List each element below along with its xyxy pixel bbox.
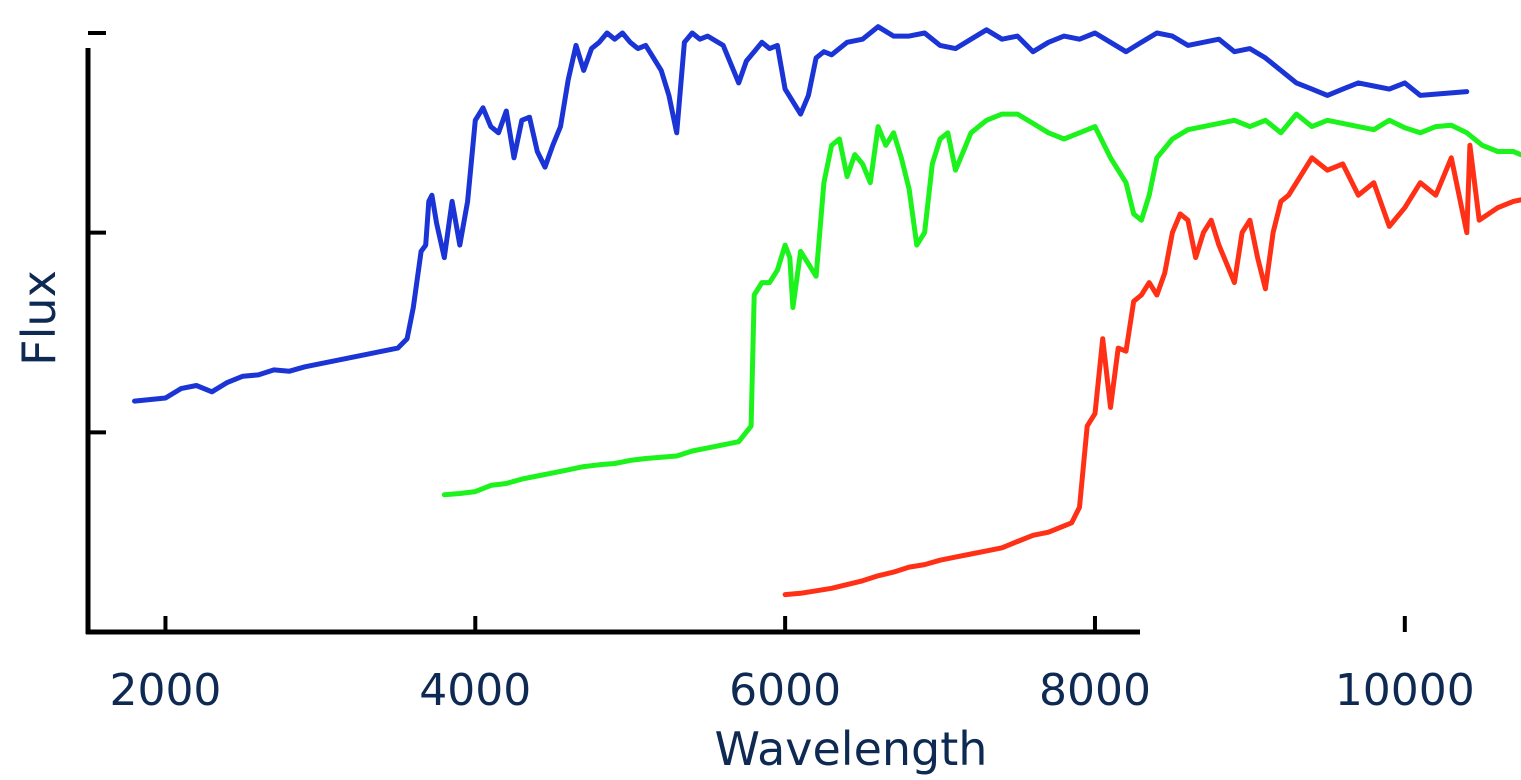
y-axis-title: Flux xyxy=(12,270,66,366)
x-tick-label-2000: 2000 xyxy=(109,665,221,716)
x-tick-labels: 2000 4000 6000 8000 10000 xyxy=(109,665,1474,716)
series-line-2 xyxy=(441,111,1521,498)
series-line-1 xyxy=(132,24,1470,404)
x-tick-label-8000: 8000 xyxy=(1039,665,1151,716)
right-mask xyxy=(1140,300,1521,780)
x-ticks xyxy=(163,616,1407,632)
x-tick-label-4000: 4000 xyxy=(419,665,531,716)
x-axis-title: Wavelength xyxy=(715,722,988,776)
series-line-3 xyxy=(782,142,1521,598)
x-tick-label-10000: 10000 xyxy=(1335,665,1475,716)
y-ticks xyxy=(88,30,106,435)
x-tick-label-6000: 6000 xyxy=(729,665,841,716)
series-lines xyxy=(132,24,1521,598)
